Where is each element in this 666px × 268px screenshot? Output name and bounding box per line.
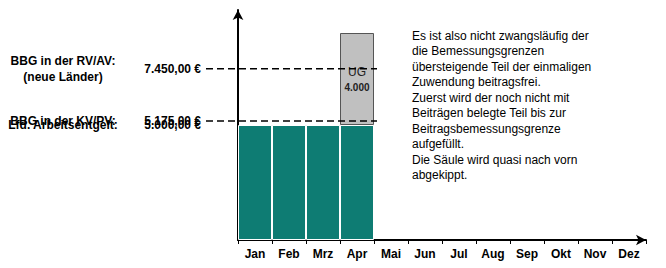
svg-text:Apr: Apr [347, 247, 368, 261]
svg-text:aufgefüllt.: aufgefüllt. [412, 137, 464, 151]
svg-text:Sep: Sep [516, 247, 538, 261]
svg-text:Lfd. Arbeitsentgelt:: Lfd. Arbeitsentgelt: [8, 118, 118, 132]
svg-text:Zuwendung beitragsfrei.: Zuwendung beitragsfrei. [412, 75, 541, 89]
svg-text:4.000: 4.000 [344, 82, 369, 93]
svg-text:die Bemessungsgrenzen: die Bemessungsgrenzen [412, 44, 544, 58]
svg-text:5.000,00 €: 5.000,00 € [144, 118, 201, 132]
svg-text:Beiträgen belegte Teil bis zur: Beiträgen belegte Teil bis zur [412, 106, 566, 120]
svg-text:Aug: Aug [481, 247, 504, 261]
svg-text:7.450,00 €: 7.450,00 € [144, 62, 201, 76]
svg-text:Es ist also nicht zwangsläufig: Es ist also nicht zwangsläufig der [412, 29, 589, 43]
svg-text:Jun: Jun [414, 247, 435, 261]
svg-text:Nov: Nov [584, 247, 607, 261]
svg-text:Jul: Jul [450, 247, 467, 261]
svg-text:UG: UG [348, 65, 366, 79]
svg-text:(neue Länder): (neue Länder) [23, 70, 102, 84]
svg-text:Mai: Mai [381, 247, 401, 261]
svg-text:BBG in der RV/AV:: BBG in der RV/AV: [11, 54, 116, 68]
svg-text:Zuerst wird der noch nicht mit: Zuerst wird der noch nicht mit [412, 91, 570, 105]
svg-text:übersteigende Teil der einmali: übersteigende Teil der einmaligen [412, 60, 591, 74]
svg-text:Beitragsbemessungsgrenze: Beitragsbemessungsgrenze [412, 122, 561, 136]
svg-text:Jan: Jan [245, 247, 266, 261]
svg-text:Dez: Dez [618, 247, 639, 261]
svg-text:Okt: Okt [551, 247, 571, 261]
svg-text:abgekippt.: abgekippt. [412, 168, 467, 182]
svg-text:Die Säule wird quasi nach vorn: Die Säule wird quasi nach vorn [412, 153, 577, 167]
svg-text:Feb: Feb [278, 247, 299, 261]
svg-text:Mrz: Mrz [313, 247, 334, 261]
